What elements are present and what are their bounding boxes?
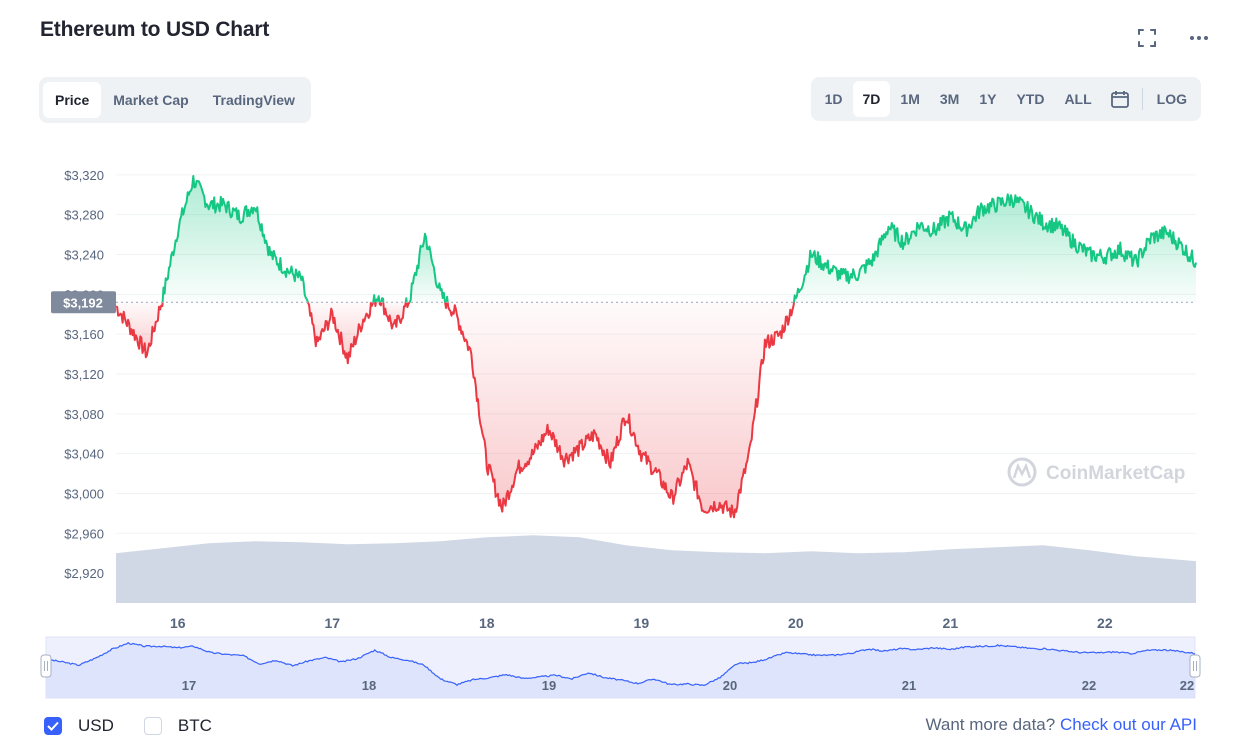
x-tick-label: 20 (788, 615, 804, 631)
price-line-up[interactable] (793, 193, 1197, 303)
watermark-text: CoinMarketCap (1046, 463, 1185, 484)
price-line-up[interactable] (372, 294, 376, 303)
x-tick-label: 17 (325, 615, 341, 631)
price-line-down[interactable] (382, 302, 407, 330)
navigator-tick-label: 21 (902, 678, 916, 693)
x-tick-label: 18 (479, 615, 495, 631)
range-ytd[interactable]: YTD (1016, 91, 1045, 107)
price-line-up[interactable] (408, 232, 447, 304)
btc-checkbox[interactable] (143, 717, 162, 735)
range-7d[interactable]: 7D (852, 81, 891, 117)
price-line-down[interactable] (444, 302, 448, 309)
price-line-down[interactable] (405, 301, 411, 309)
tab-tradingview[interactable]: TradingView (212, 92, 295, 108)
price-area-up (162, 176, 308, 303)
calendar-icon[interactable] (1102, 81, 1138, 117)
tab-market-cap[interactable]: Market Cap (113, 92, 189, 108)
price-line-up[interactable] (445, 295, 449, 303)
price-area-down (383, 302, 406, 329)
fullscreen-icon[interactable] (1135, 26, 1159, 50)
price-line-down[interactable] (115, 302, 164, 359)
y-tick-label: $2,920 (64, 566, 104, 581)
range-all[interactable]: ALL (1064, 91, 1092, 107)
price-line-down[interactable] (446, 302, 795, 519)
more-icon[interactable] (1187, 26, 1211, 50)
y-tick-label: $3,000 (64, 486, 104, 501)
chart-title: Ethereum to USD Chart (40, 18, 270, 41)
navigator-tick-label: 22 (1180, 678, 1194, 693)
price-line-down[interactable] (374, 302, 377, 307)
navigator-handle-right[interactable] (1189, 654, 1201, 678)
price-line-up[interactable] (404, 297, 408, 303)
x-tick-label: 22 (1097, 615, 1113, 631)
reference-price-label: $3,192 (63, 295, 103, 310)
navigator-tick-label: 17 (182, 678, 196, 693)
range-1m[interactable]: 1M (900, 91, 920, 107)
handle-body[interactable] (1189, 654, 1201, 678)
navigator-tick-label: 19 (542, 678, 556, 693)
navigator-area (46, 642, 1195, 698)
api-prompt: Want more data? (925, 715, 1056, 734)
api-link[interactable]: Check out our API (1059, 715, 1197, 734)
range-tabs: 1D 7D 1M 3M 1Y YTD ALL LOG (810, 77, 1201, 121)
x-tick-label: 19 (634, 615, 650, 631)
price-line-up[interactable] (375, 295, 381, 303)
y-tick-label: $3,080 (64, 407, 104, 422)
range-1y[interactable]: 1Y (979, 91, 997, 107)
volume-area (116, 535, 1196, 603)
navigator-line (45, 641, 1196, 687)
price-chart[interactable]: $2,920 $2,960 $3,000 $3,040 $3,080 $3,120 $3,1… (0, 0, 1237, 710)
coinmarketcap-logo-icon: CoinMarketCap (1007, 457, 1185, 487)
reference-price-badge (51, 291, 116, 314)
price-line-up[interactable] (161, 175, 309, 303)
y-tick-label: $3,040 (64, 447, 104, 462)
legend-btc-label: BTC (177, 716, 212, 735)
watermark-circle (1007, 457, 1037, 487)
watermark-mark (1012, 462, 1032, 479)
y-tick-label: $3,240 (64, 248, 104, 263)
api-promo: Want more data? Check out our API (925, 715, 1197, 735)
y-tick-label: $3,320 (64, 168, 104, 183)
price-line-up[interactable] (380, 297, 385, 303)
tab-price[interactable]: Price (43, 82, 102, 118)
usd-checkbox[interactable] (44, 717, 62, 735)
legend-btc[interactable]: BTC (143, 716, 212, 736)
legend-usd-label: USD (78, 716, 114, 735)
range-3m[interactable]: 3M (939, 91, 960, 107)
navigator-tick-label: 18 (362, 678, 376, 693)
x-tick-label: 21 (943, 615, 959, 631)
divider (1141, 88, 1143, 110)
navigator-handle-left[interactable] (40, 654, 52, 678)
x-tick-label: 16 (170, 615, 186, 631)
chart-type-tabs: Price Market Cap TradingView (39, 77, 311, 123)
y-tick-label: $2,960 (64, 526, 104, 541)
price-area-down (447, 302, 794, 518)
price-line-down[interactable] (306, 301, 375, 365)
price-line-down[interactable] (378, 302, 383, 307)
y-tick-label: $3,160 (64, 327, 104, 342)
legend-usd[interactable]: USD (44, 716, 114, 736)
log-scale-button[interactable]: LOG (1156, 91, 1187, 107)
price-area-up (794, 194, 1196, 303)
handle-body[interactable] (40, 654, 52, 678)
navigator-tick-label: 20 (723, 678, 737, 693)
navigator-tick-label: 22 (1082, 678, 1096, 693)
y-tick-label: $3,120 (64, 367, 104, 382)
y-tick-label: $3,280 (64, 208, 104, 223)
range-1d[interactable]: 1D (824, 91, 843, 107)
